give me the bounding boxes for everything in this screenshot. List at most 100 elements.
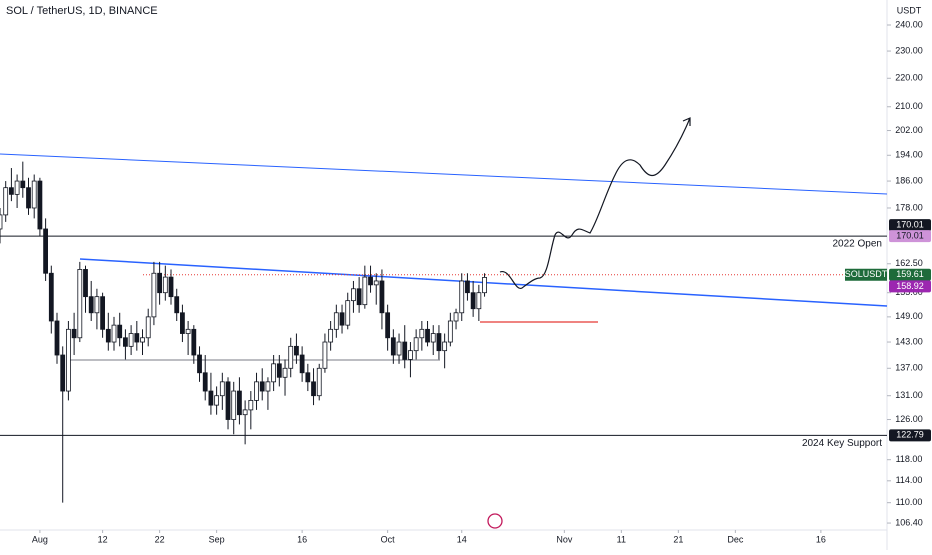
candle-body	[180, 312, 185, 334]
y-tick-label: 230.00	[895, 45, 923, 55]
candle-body	[191, 328, 197, 356]
y-tick-label: 149.00	[895, 311, 923, 321]
level-price: 170.01	[896, 230, 924, 240]
candle-body	[430, 333, 436, 343]
candle-body	[259, 381, 265, 392]
y-tick-label: 194.00	[895, 150, 923, 160]
candle-body	[208, 390, 214, 406]
y-tick-label: 240.00	[895, 19, 923, 29]
candle-body	[276, 363, 282, 378]
x-tick-label: 16	[816, 534, 826, 544]
symbol-box	[845, 268, 887, 281]
y-tick-label: 137.00	[895, 363, 923, 373]
candle-body	[197, 354, 202, 374]
candle-body	[37, 180, 43, 230]
y-tick-label: 110.00	[896, 497, 923, 507]
candle-body	[3, 187, 9, 216]
candle-body	[271, 363, 277, 383]
candle-body	[202, 372, 208, 392]
y-tick-label: 143.00	[895, 336, 923, 346]
candle-body	[362, 276, 368, 306]
candle-body	[20, 180, 26, 189]
projection-arrow	[499, 117, 691, 289]
plot-area: 240.00 230.00 220.00 210.00 202.00 194.00 186.…	[0, 19, 931, 544]
candle-body	[237, 390, 242, 416]
y-tick-label: 118.00	[896, 454, 923, 464]
candle-body	[356, 288, 362, 306]
candle-body	[402, 341, 408, 360]
candle-body	[0, 214, 3, 230]
candle-body	[459, 280, 465, 314]
candle-body	[299, 354, 305, 374]
candle-body	[231, 390, 237, 420]
candle-body	[294, 345, 299, 356]
level-label: 2024 Key Support	[802, 438, 882, 449]
candle-body	[134, 333, 140, 343]
candle-body	[26, 187, 31, 209]
candle-body	[322, 341, 328, 369]
candle-body	[442, 341, 448, 352]
candle-body	[248, 399, 254, 411]
candle-body	[71, 328, 77, 339]
y-tick-label: 162.50	[895, 258, 923, 268]
candle-body	[419, 328, 425, 339]
level-label: 2022 Open	[833, 239, 883, 250]
candle-body	[60, 354, 66, 392]
candle-body	[413, 337, 419, 352]
candle-body	[470, 292, 476, 310]
candle-body	[373, 280, 379, 286]
candle-body	[66, 328, 71, 392]
candle-body	[162, 276, 168, 294]
candle-body	[305, 372, 311, 383]
candle-body	[214, 395, 220, 406]
candle-body	[145, 316, 151, 339]
x-tick-label: 16	[297, 534, 307, 544]
x-tick-label: 14	[457, 534, 467, 544]
candle-body	[311, 381, 316, 397]
candle-body	[168, 276, 174, 298]
y-tick-label: 220.00	[895, 73, 923, 83]
candle-body	[225, 381, 231, 420]
candle-body	[482, 277, 487, 294]
candle-body	[436, 333, 442, 352]
close-box	[889, 280, 931, 293]
x-tick-label: Dec	[727, 534, 744, 544]
y-tick-label: 178.00	[895, 202, 923, 212]
x-tick-label: Nov	[556, 534, 573, 544]
candle-body	[123, 337, 128, 347]
x-tick-label: 11	[617, 534, 626, 544]
candle-body	[140, 337, 145, 343]
level-price: 122.79	[896, 430, 924, 440]
candle-body	[476, 292, 482, 310]
x-tick-label: 22	[155, 534, 165, 544]
candle-body	[219, 381, 225, 397]
candle-body	[385, 312, 391, 339]
upper-trendline	[0, 153, 888, 195]
candle-body	[265, 381, 271, 392]
candle-body	[151, 272, 157, 318]
candle-body	[111, 324, 117, 343]
y-tick-label: 114.00	[896, 475, 923, 485]
candle-body	[157, 272, 163, 294]
candle-body	[117, 324, 123, 339]
candle-body	[14, 180, 20, 195]
candle-body	[379, 280, 385, 314]
x-tick-label: Aug	[32, 534, 48, 544]
level-price-box	[889, 230, 931, 243]
candle-body	[465, 280, 470, 294]
candle-body	[105, 328, 111, 343]
candle-body	[174, 296, 180, 314]
candle-body	[396, 341, 402, 356]
currency-label: USDT	[897, 5, 922, 15]
candle-body	[88, 296, 94, 314]
y-tick-label: 106.40	[895, 517, 923, 527]
y-tick-label: 202.00	[895, 125, 923, 135]
candle-body	[288, 345, 294, 369]
symbol-label: SOLUSDT	[845, 269, 888, 279]
candle-body	[83, 269, 88, 298]
logo-icon	[487, 513, 503, 529]
candle-body	[242, 409, 248, 416]
x-tick-label: 21	[673, 534, 683, 544]
